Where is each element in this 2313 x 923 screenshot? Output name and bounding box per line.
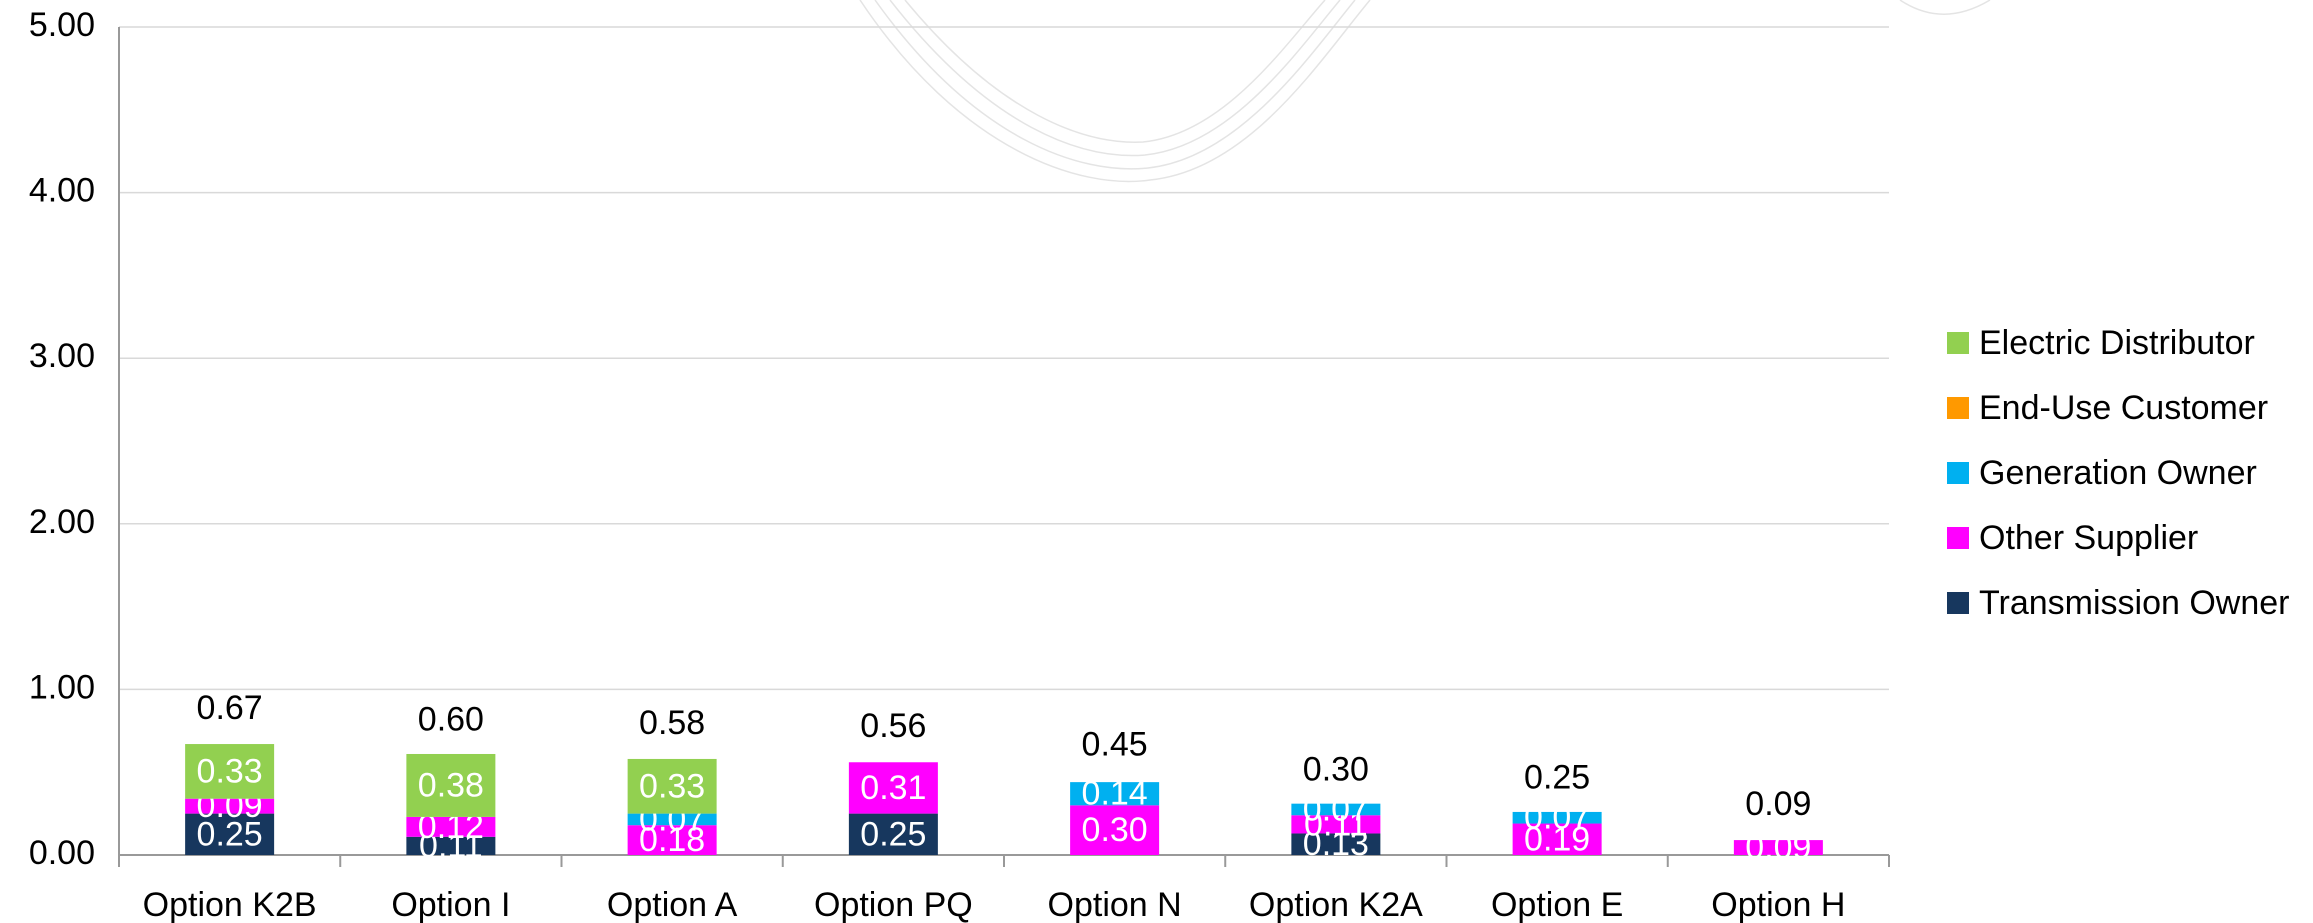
y-tick-label: 3.00 bbox=[29, 337, 95, 375]
total-label: 0.25 bbox=[1524, 759, 1590, 797]
bar-value-label: 0.30 bbox=[1082, 811, 1148, 849]
legend-swatch bbox=[1947, 592, 1969, 614]
y-tick-label: 2.00 bbox=[29, 503, 95, 541]
x-tick-label: Option N bbox=[1048, 886, 1182, 923]
y-tick-label: 4.00 bbox=[29, 172, 95, 210]
legend-label: Transmission Owner bbox=[1979, 584, 2289, 622]
total-label: 0.58 bbox=[639, 704, 705, 742]
legend-label: Other Supplier bbox=[1979, 519, 2198, 557]
y-tick-label: 0.00 bbox=[29, 834, 95, 872]
y-tick-label: 5.00 bbox=[29, 6, 95, 44]
legend-swatch bbox=[1947, 397, 1969, 419]
bar-value-label: 0.14 bbox=[1082, 775, 1148, 813]
total-label: 0.67 bbox=[197, 689, 263, 727]
page: 0.001.002.003.004.005.00Option K2B0.250.… bbox=[0, 0, 2313, 923]
x-tick-label: Option I bbox=[391, 886, 510, 923]
legend-label: Electric Distributor bbox=[1979, 324, 2255, 362]
legend-swatch bbox=[1947, 462, 1969, 484]
x-tick-label: Option PQ bbox=[814, 886, 973, 923]
x-tick-label: Option K2B bbox=[143, 886, 317, 923]
chart: 0.001.002.003.004.005.00Option K2B0.250.… bbox=[0, 0, 2313, 923]
bar-value-label: 0.33 bbox=[197, 752, 263, 790]
bar-value-label: 0.38 bbox=[418, 766, 484, 804]
bar-value-label: 0.25 bbox=[860, 815, 926, 853]
x-tick-label: Option E bbox=[1491, 886, 1623, 923]
x-tick-label: Option A bbox=[607, 886, 738, 923]
y-tick-label: 1.00 bbox=[29, 668, 95, 706]
total-label: 0.30 bbox=[1303, 750, 1369, 788]
x-tick-label: Option K2A bbox=[1249, 886, 1423, 923]
total-label: 0.09 bbox=[1745, 785, 1811, 823]
x-tick-label: Option H bbox=[1711, 886, 1845, 923]
total-label: 0.56 bbox=[860, 707, 926, 745]
bar-value-label: 0.31 bbox=[860, 769, 926, 807]
legend-swatch bbox=[1947, 527, 1969, 549]
bar-value-label: 0.07 bbox=[1524, 799, 1590, 837]
bar-value-label: 0.33 bbox=[639, 767, 705, 805]
total-label: 0.60 bbox=[418, 701, 484, 739]
total-label: 0.45 bbox=[1082, 725, 1148, 763]
legend-label: End-Use Customer bbox=[1979, 389, 2268, 427]
bar-value-label: 0.09 bbox=[1745, 829, 1811, 867]
bar-value-label: 0.07 bbox=[1303, 790, 1369, 828]
legend-swatch bbox=[1947, 332, 1969, 354]
legend-label: Generation Owner bbox=[1979, 454, 2257, 492]
